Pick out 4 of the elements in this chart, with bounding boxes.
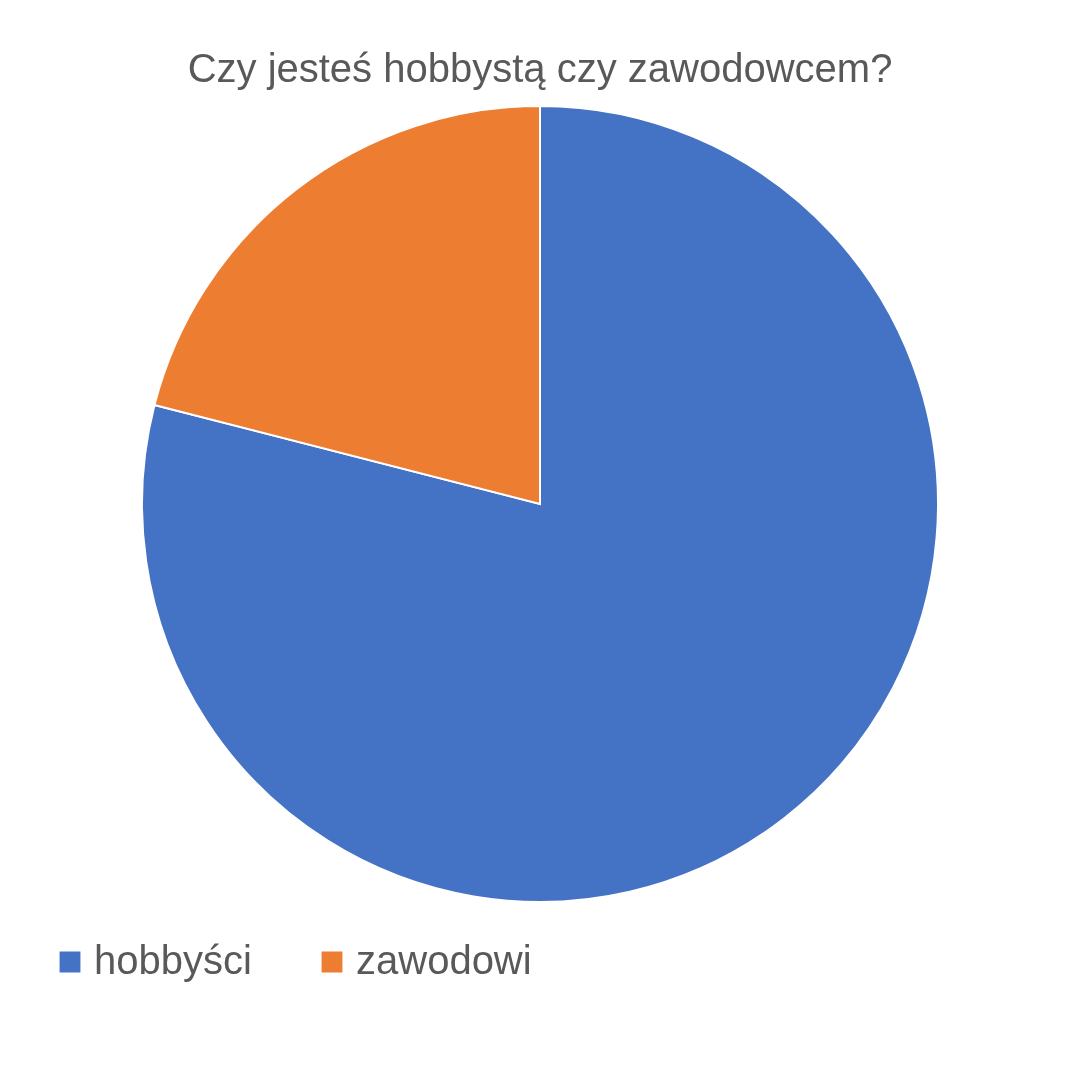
chart-title: Czy jesteś hobbystą czy zawodowcem? (187, 46, 893, 90)
legend-label: hobbyści (94, 938, 252, 982)
legend-label: zawodowi (356, 938, 532, 982)
pie-slice (141, 105, 939, 903)
